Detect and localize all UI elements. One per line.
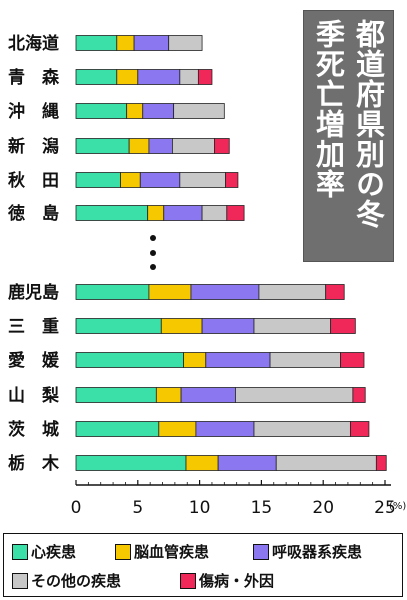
gap-dot	[150, 250, 156, 256]
legend-item-injury: 傷病・外因	[180, 570, 274, 591]
legend-label: 心疾患	[31, 543, 77, 561]
bar-segment-cerebro	[158, 421, 197, 437]
bar-segment-cerebro	[183, 352, 207, 368]
legend-swatch-cerebro	[115, 543, 131, 560]
bar-segment-resp	[201, 318, 255, 334]
bar-segment-resp	[195, 421, 255, 437]
category-label: 山 梨	[8, 385, 60, 406]
bar-segment-heart	[75, 138, 130, 154]
category-label: 三 重	[8, 316, 59, 337]
category-label: 秋 田	[8, 170, 59, 191]
bar-segment-cerebro	[148, 284, 192, 300]
x-tick-label: 25	[374, 498, 396, 518]
bar-segment-injury	[214, 138, 230, 154]
bar-segment-injury	[375, 455, 387, 471]
bar-segment-heart	[75, 103, 128, 119]
legend: 心疾患 脳血管疾患 呼吸器系疾患 その他の疾患 傷病・外因	[3, 533, 403, 597]
bar-segment-resp	[139, 172, 181, 188]
category-label: 鹿児島	[8, 282, 59, 303]
bar-segment-other	[168, 35, 203, 51]
bar-segment-cerebro	[116, 35, 135, 51]
bar-segment-injury	[352, 387, 366, 403]
category-label: 栃 木	[8, 453, 60, 474]
x-tick-label: 10	[189, 498, 211, 518]
bar-segment-other	[201, 205, 228, 221]
x-tick-label: 15	[251, 498, 273, 518]
x-tick-label: 5	[132, 498, 143, 518]
x-unit-label: (%)	[389, 501, 406, 512]
title-box: 都道府県別の冬季死亡増加率	[303, 10, 394, 262]
bar-segment-heart	[75, 284, 150, 300]
bar-segment-injury	[349, 421, 370, 437]
x-tick-label: 0	[71, 498, 82, 518]
bar-segment-heart	[75, 172, 121, 188]
bar-segment-injury	[226, 205, 245, 221]
bar-segment-other	[275, 455, 377, 471]
bar-segment-resp	[163, 205, 203, 221]
bar-segment-resp	[205, 352, 271, 368]
bar-segment-resp	[137, 69, 181, 85]
bar-segment-cerebro	[116, 69, 139, 85]
bar-segment-resp	[180, 387, 236, 403]
legend-label: 脳血管疾患	[134, 543, 210, 561]
bar-segment-resp	[142, 103, 175, 119]
legend-label: その他の疾患	[31, 572, 122, 590]
legend-label: 傷病・外因	[199, 572, 275, 590]
gap-dot	[150, 235, 156, 241]
category-label: 愛 媛	[8, 350, 60, 371]
bar-segment-injury	[197, 69, 213, 85]
category-label: 茨 城	[8, 419, 59, 440]
legend-swatch-resp	[253, 543, 269, 560]
bar-segment-cerebro	[155, 387, 182, 403]
bar-segment-cerebro	[128, 138, 150, 154]
legend-item-other: その他の疾患	[12, 570, 121, 591]
bar-segment-other	[253, 421, 351, 437]
bar-segment-other	[179, 69, 199, 85]
bar-segment-heart	[75, 318, 162, 334]
bar-segment-cerebro	[126, 103, 144, 119]
bar-segment-cerebro	[160, 318, 203, 334]
bar-segment-other	[253, 318, 332, 334]
bar-segment-resp	[217, 455, 277, 471]
bar-segment-injury	[330, 318, 356, 334]
bar-segment-other	[172, 138, 215, 154]
legend-label: 呼吸器系疾患	[272, 543, 363, 561]
legend-swatch-heart	[12, 543, 28, 560]
bar-segment-heart	[75, 455, 187, 471]
bar-segment-heart	[75, 205, 149, 221]
bar-segment-heart	[75, 387, 157, 403]
legend-swatch-other	[12, 572, 28, 589]
legend-swatch-injury	[180, 572, 196, 589]
bar-segment-other	[179, 172, 226, 188]
category-label: 青 森	[8, 67, 60, 88]
bar-segment-cerebro	[120, 172, 141, 188]
legend-item-heart: 心疾患	[12, 541, 76, 562]
bar-segment-heart	[75, 352, 184, 368]
category-label: 北海道	[8, 33, 59, 54]
bar-segment-injury	[325, 284, 345, 300]
legend-item-resp: 呼吸器系疾患	[253, 541, 362, 562]
category-label: 新 潟	[8, 136, 59, 157]
x-tick-label: 20	[312, 498, 334, 518]
bar-segment-cerebro	[185, 455, 219, 471]
bar-segment-other	[235, 387, 354, 403]
category-label: 徳 島	[7, 203, 59, 224]
bar-segment-heart	[75, 421, 160, 437]
bar-segment-other	[173, 103, 225, 119]
gap-dot	[150, 264, 156, 270]
bar-segment-resp	[190, 284, 260, 300]
bar-segment-resp	[133, 35, 170, 51]
category-label: 沖 縄	[8, 101, 59, 122]
bar-segment-other	[269, 352, 341, 368]
bar-segment-resp	[148, 138, 173, 154]
chart-title: 都道府県別の冬季死亡増加率	[311, 19, 386, 229]
bar-segment-injury	[225, 172, 239, 188]
bar-segment-cerebro	[147, 205, 165, 221]
bar-segment-other	[258, 284, 327, 300]
bar-segment-heart	[75, 35, 118, 51]
legend-item-cerebro: 脳血管疾患	[115, 541, 209, 562]
bar-segment-heart	[75, 69, 118, 85]
bar-segment-injury	[340, 352, 365, 368]
